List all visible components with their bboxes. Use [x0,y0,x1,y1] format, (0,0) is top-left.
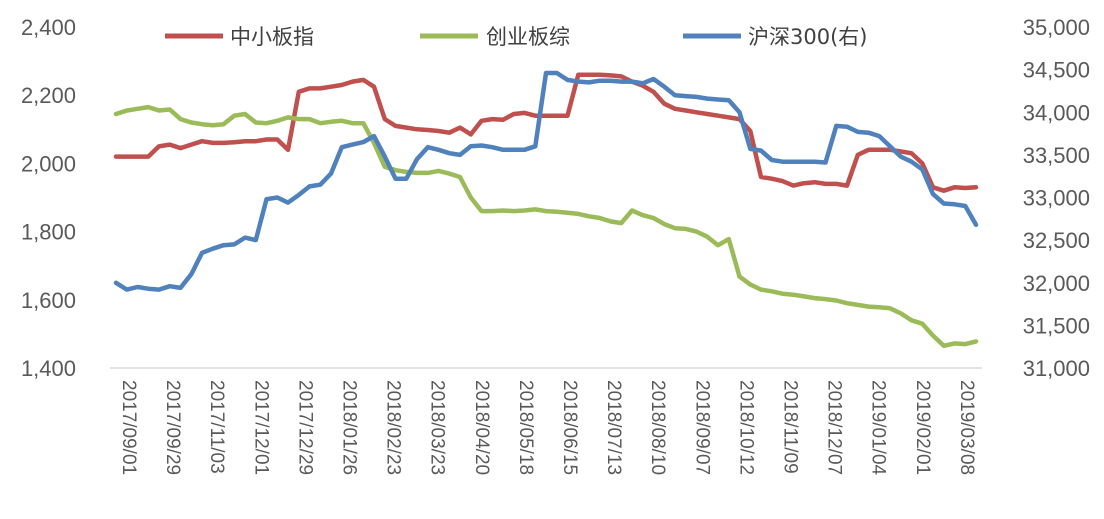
y-right-tick-label: 33,000 [1023,186,1090,211]
x-tick-label: 2018/02/23 [383,380,404,475]
x-tick-label: 2018/11/09 [780,380,801,474]
x-tick-label: 2018/07/13 [603,380,624,475]
y-right-tick-label: 31,000 [1023,356,1090,381]
x-tick-label: 2018/06/15 [559,380,580,475]
y-right-tick-label: 33,500 [1023,143,1090,168]
x-tick-label: 2018/09/07 [691,380,712,475]
legend-item-2: 沪深300(右) [683,25,867,49]
x-tick-label: 2018/10/12 [735,380,756,475]
y-right-tick-label: 35,000 [1023,15,1090,40]
y-right-tick-label: 34,000 [1023,100,1090,125]
x-tick-label: 2018/01/26 [339,380,360,475]
legend: 中小板指 创业板综 沪深300(右) [165,25,867,49]
y-right-tick-label: 34,500 [1023,58,1090,83]
x-tick-label: 2017/09/29 [162,380,183,475]
series-line-0 [113,72,979,193]
x-tick-label: 2017/12/29 [294,380,315,475]
legend-label-2: 沪深300(右) [748,25,867,49]
y-left-tick-label: 1,600 [21,288,76,313]
x-tick-label: 2019/03/08 [956,380,977,475]
y-right-tick-label: 31,500 [1023,313,1090,338]
series-line-1 [113,104,979,349]
legend-item-0: 中小板指 [165,25,314,49]
y-right-tick-label: 32,000 [1023,271,1090,296]
axes: 2,400 2,200 2,000 1,800 1,600 1,400 35,000 34,5… [21,15,1090,476]
x-tick-label: 2018/08/10 [647,380,668,475]
x-tick-label: 2018/04/20 [471,380,492,475]
y-right-tick-label: 32,500 [1023,228,1090,253]
series-group [113,70,979,349]
x-tick-label: 2017/12/01 [250,380,271,475]
legend-label-0: 中小板指 [230,25,314,49]
x-tick-label: 2019/02/01 [912,380,933,475]
y-left-tick-label: 2,400 [21,15,76,40]
series-line-2 [113,70,979,292]
x-tick-label: 2018/03/23 [427,380,448,475]
y-left-tick-label: 2,200 [21,83,76,108]
x-tick-label: 2017/09/01 [118,380,139,475]
y-left-tick-label: 2,000 [21,151,76,176]
x-tick-label: 2017/11/03 [206,380,227,474]
x-tick-label: 2018/12/07 [824,380,845,475]
y-left-tick-label: 1,800 [21,220,76,245]
legend-label-1: 创业板综 [486,25,570,49]
x-tick-label: 2018/05/18 [515,380,536,475]
y-left-tick-label: 1,400 [21,356,76,381]
legend-item-1: 创业板综 [420,25,570,49]
x-tick-label: 2019/01/04 [868,380,889,476]
